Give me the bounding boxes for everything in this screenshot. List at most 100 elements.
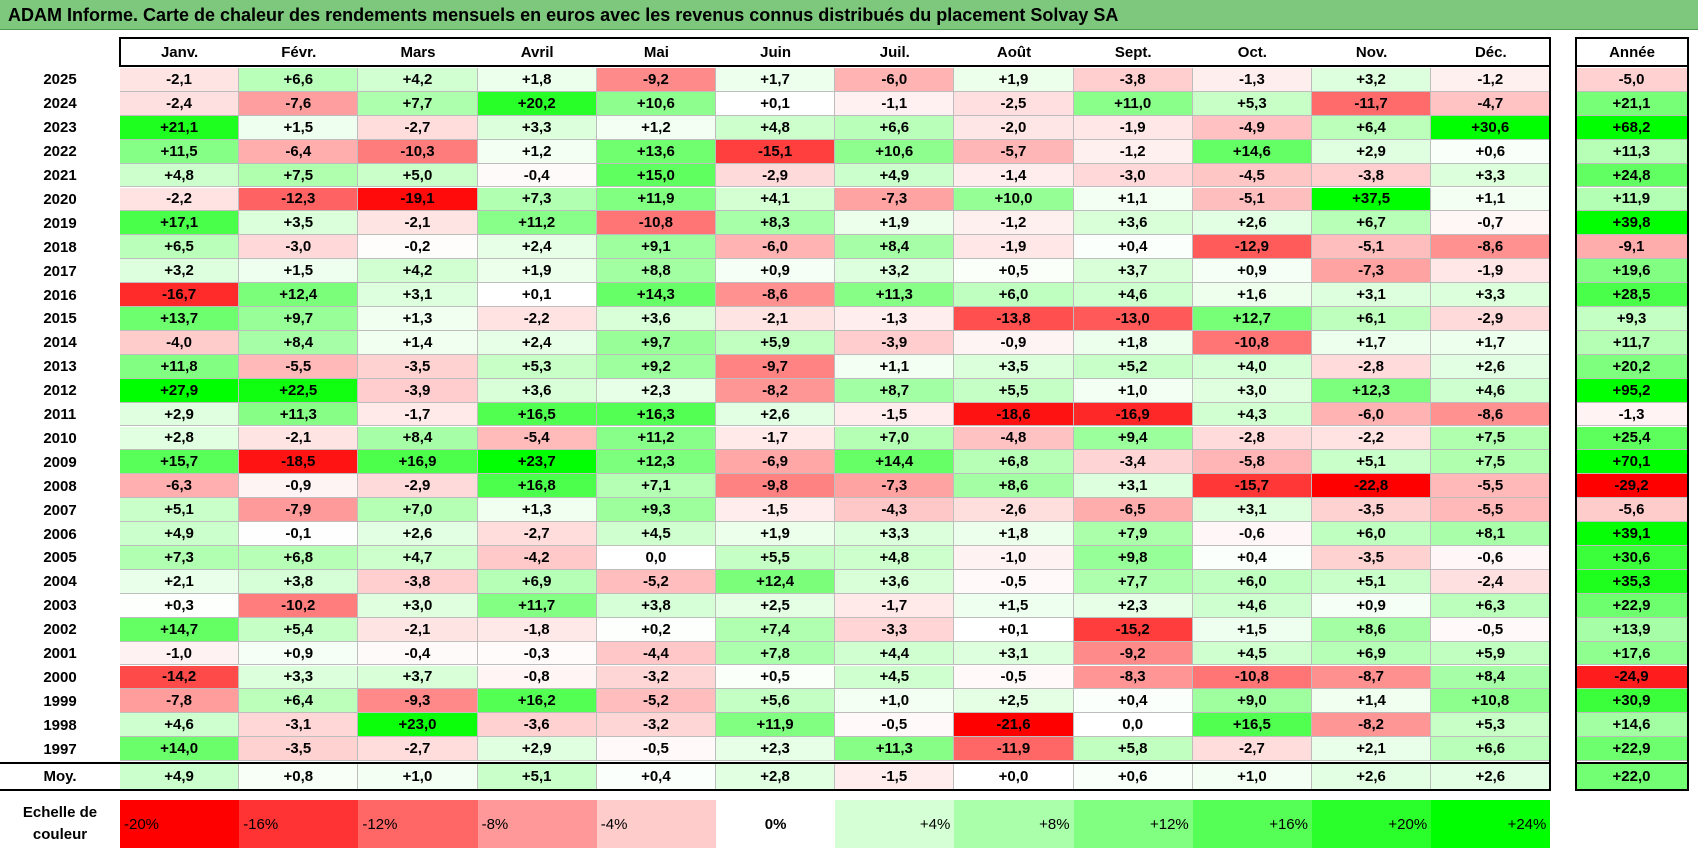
heatmap-cell: +1,7 — [716, 68, 836, 92]
year-label: 2000 — [43, 668, 77, 686]
heatmap-cell: -1,5 — [716, 498, 836, 523]
heatmap-cell: +7,5 — [239, 163, 359, 188]
year-label: 2006 — [43, 525, 77, 543]
heatmap-cell: +3,8 — [596, 593, 716, 618]
heatmap-cell: -3,8 — [358, 569, 478, 594]
heatmap-cell: +14,6 — [1192, 139, 1312, 164]
heatmap-cell: +4,8 — [120, 163, 240, 188]
heatmap-cell: +1,4 — [358, 330, 478, 355]
average-cell: +1,0 — [358, 763, 478, 790]
heatmap-cell: +1,8 — [954, 522, 1074, 546]
average-label: Moy. — [43, 768, 77, 785]
heatmap-cell: -3,4 — [1073, 450, 1193, 475]
heatmap-cell: +7,8 — [716, 641, 836, 666]
month-header: Juil. — [879, 43, 910, 61]
heatmap-cell: +1,1 — [835, 354, 955, 379]
heatmap-cell: -9,3 — [358, 689, 478, 714]
heatmap-cell: +3,2 — [120, 259, 240, 284]
heatmap-cell: +3,1 — [1073, 474, 1193, 499]
heatmap-cell: +3,1 — [358, 283, 478, 307]
heatmap-cell: +4,8 — [835, 546, 955, 570]
heatmap-cell: +8,4 — [358, 426, 478, 451]
heatmap-cell: +2,9 — [477, 737, 597, 762]
heatmap-cell: +6,9 — [1312, 641, 1432, 666]
heatmap-cell: -12,9 — [1192, 235, 1312, 260]
heatmap-cell: +4,7 — [358, 546, 478, 570]
heatmap-cell: +14,4 — [835, 450, 955, 475]
heatmap-cell: +4,2 — [358, 259, 478, 284]
heatmap-cell: -22,8 — [1312, 474, 1432, 499]
heatmap-cell: +12,3 — [596, 450, 716, 475]
heatmap-cell: -2,1 — [120, 68, 240, 92]
heatmap-cell: -1,2 — [1073, 139, 1193, 164]
year-label: 2010 — [43, 429, 77, 447]
year-label: 2012 — [43, 382, 77, 400]
annual-cell: +30,9 — [1576, 689, 1688, 714]
heatmap-cell: +16,8 — [477, 474, 597, 499]
heatmap-cell: +11,3 — [239, 402, 359, 427]
color-scale-swatch: -12% — [358, 800, 478, 848]
month-header: Mai — [643, 43, 669, 61]
heatmap-cell: +3,3 — [239, 665, 359, 690]
heatmap-cell: -0,1 — [239, 522, 359, 546]
heatmap-cell: -3,8 — [1312, 163, 1432, 188]
heatmap-cell: +6,3 — [1431, 593, 1551, 618]
heatmap-cell: +6,0 — [1312, 522, 1432, 546]
heatmap-cell: +7,3 — [477, 187, 597, 212]
heatmap-cell: -1,3 — [835, 307, 955, 331]
annual-header: Année — [1609, 43, 1655, 61]
heatmap-cell: +0,5 — [954, 259, 1074, 284]
heatmap-cell: +2,3 — [596, 378, 716, 403]
heatmap-cell: -15,7 — [1192, 474, 1312, 499]
heatmap-cell: +1,5 — [239, 115, 359, 140]
heatmap-cell: +0,2 — [596, 617, 716, 642]
average-cell: +0,8 — [239, 763, 359, 790]
heatmap-cell: +6,8 — [954, 450, 1074, 475]
heatmap-cell: -1,9 — [1073, 115, 1193, 140]
year-label: 2003 — [43, 597, 77, 615]
heatmap-cell: -6,0 — [1312, 402, 1432, 427]
heatmap-cell: +11,5 — [120, 139, 240, 164]
heatmap-cell: +6,4 — [239, 689, 359, 714]
heatmap-cell: -6,0 — [716, 235, 836, 260]
heatmap-cell: -0,2 — [358, 235, 478, 260]
heatmap-cell: +6,4 — [1312, 115, 1432, 140]
month-header: Mars — [400, 43, 436, 61]
heatmap-cell: +0,9 — [716, 259, 836, 284]
title-bar: ADAM Informe. Carte de chaleur des rende… — [0, 0, 1698, 30]
heatmap-cell: +3,8 — [239, 569, 359, 594]
table-border — [0, 789, 1552, 791]
year-label: 2015 — [43, 310, 77, 328]
heatmap-cell: +15,7 — [120, 450, 240, 475]
heatmap-cell: -1,0 — [120, 641, 240, 666]
heatmap-cell: -3,1 — [239, 713, 359, 738]
heatmap-cell: +8,6 — [954, 474, 1074, 499]
heatmap-cell: +13,6 — [596, 139, 716, 164]
heatmap-cell: -8,3 — [1073, 665, 1193, 690]
heatmap-cell: +5,3 — [1431, 713, 1551, 738]
year-label: 2022 — [43, 143, 77, 161]
annual-cell: +21,1 — [1576, 91, 1688, 116]
heatmap-cell: +5,9 — [1431, 641, 1551, 666]
heatmap-cell: +7,1 — [596, 474, 716, 499]
heatmap-cell: -8,2 — [1312, 713, 1432, 738]
heatmap-cell: -10,3 — [358, 139, 478, 164]
heatmap-cell: +0,6 — [1431, 139, 1551, 164]
color-scale-swatch: -4% — [596, 800, 716, 848]
heatmap-cell: +8,4 — [835, 235, 955, 260]
heatmap-cell: +3,0 — [1192, 378, 1312, 403]
heatmap-cell: +6,6 — [1431, 737, 1551, 762]
heatmap-cell: +14,7 — [120, 617, 240, 642]
heatmap-cell: +8,3 — [716, 211, 836, 236]
heatmap-cell: -0,3 — [477, 641, 597, 666]
heatmap-cell: +7,7 — [1073, 569, 1193, 594]
annual-cell: +17,6 — [1576, 641, 1688, 666]
year-label: 2018 — [43, 238, 77, 256]
heatmap-cell: +9,7 — [239, 307, 359, 331]
year-label: 2016 — [43, 286, 77, 304]
heatmap-cell: -2,9 — [1431, 307, 1551, 331]
heatmap-cell: +3,3 — [835, 522, 955, 546]
heatmap-cell: -2,9 — [358, 474, 478, 499]
heatmap-cell: -10,8 — [596, 211, 716, 236]
heatmap-cell: +7,0 — [358, 498, 478, 523]
